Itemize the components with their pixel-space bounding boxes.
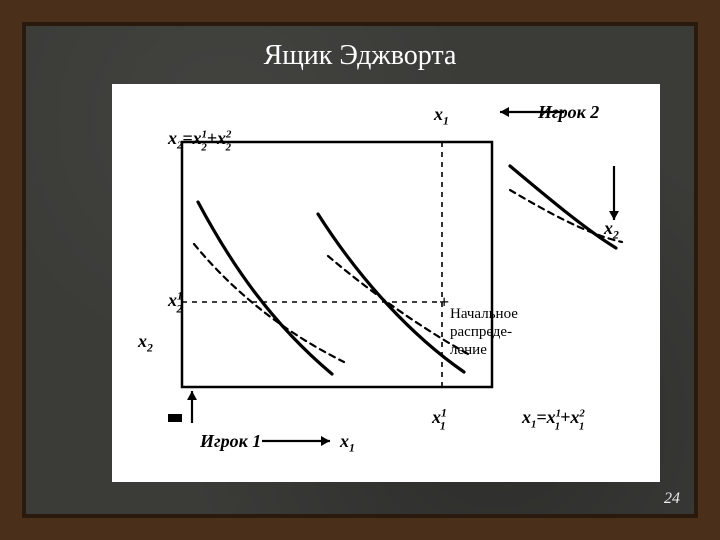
player1-label: Игрок 1: [199, 431, 261, 451]
svg-text:+: +: [439, 292, 449, 312]
svg-text:x12: x12: [167, 290, 183, 316]
svg-text:x1: x1: [433, 104, 449, 128]
svg-text:x11: x11: [431, 407, 446, 433]
player2-label: Игрок 2: [537, 102, 599, 122]
svg-text:x2: x2: [137, 331, 153, 355]
svg-text:ление: ление: [450, 342, 487, 358]
diagram-panel: + Игрок 1 Игрок 2 x1 x2 x1 x2 x2=x12+x22 x1=x11+…: [112, 84, 660, 482]
page-number: 24: [664, 490, 680, 508]
x-axis-equation: x1=x11+x21: [521, 407, 585, 432]
svg-text:распреде-: распреде-: [450, 324, 512, 340]
svg-text:x1: x1: [339, 431, 355, 455]
svg-text:x2: x2: [603, 218, 619, 242]
slide-title: Ящик Эджворта: [22, 40, 698, 72]
svg-text:Начальное: Начальное: [450, 306, 518, 322]
y-axis-equation: x2=x12+x22: [167, 128, 232, 153]
